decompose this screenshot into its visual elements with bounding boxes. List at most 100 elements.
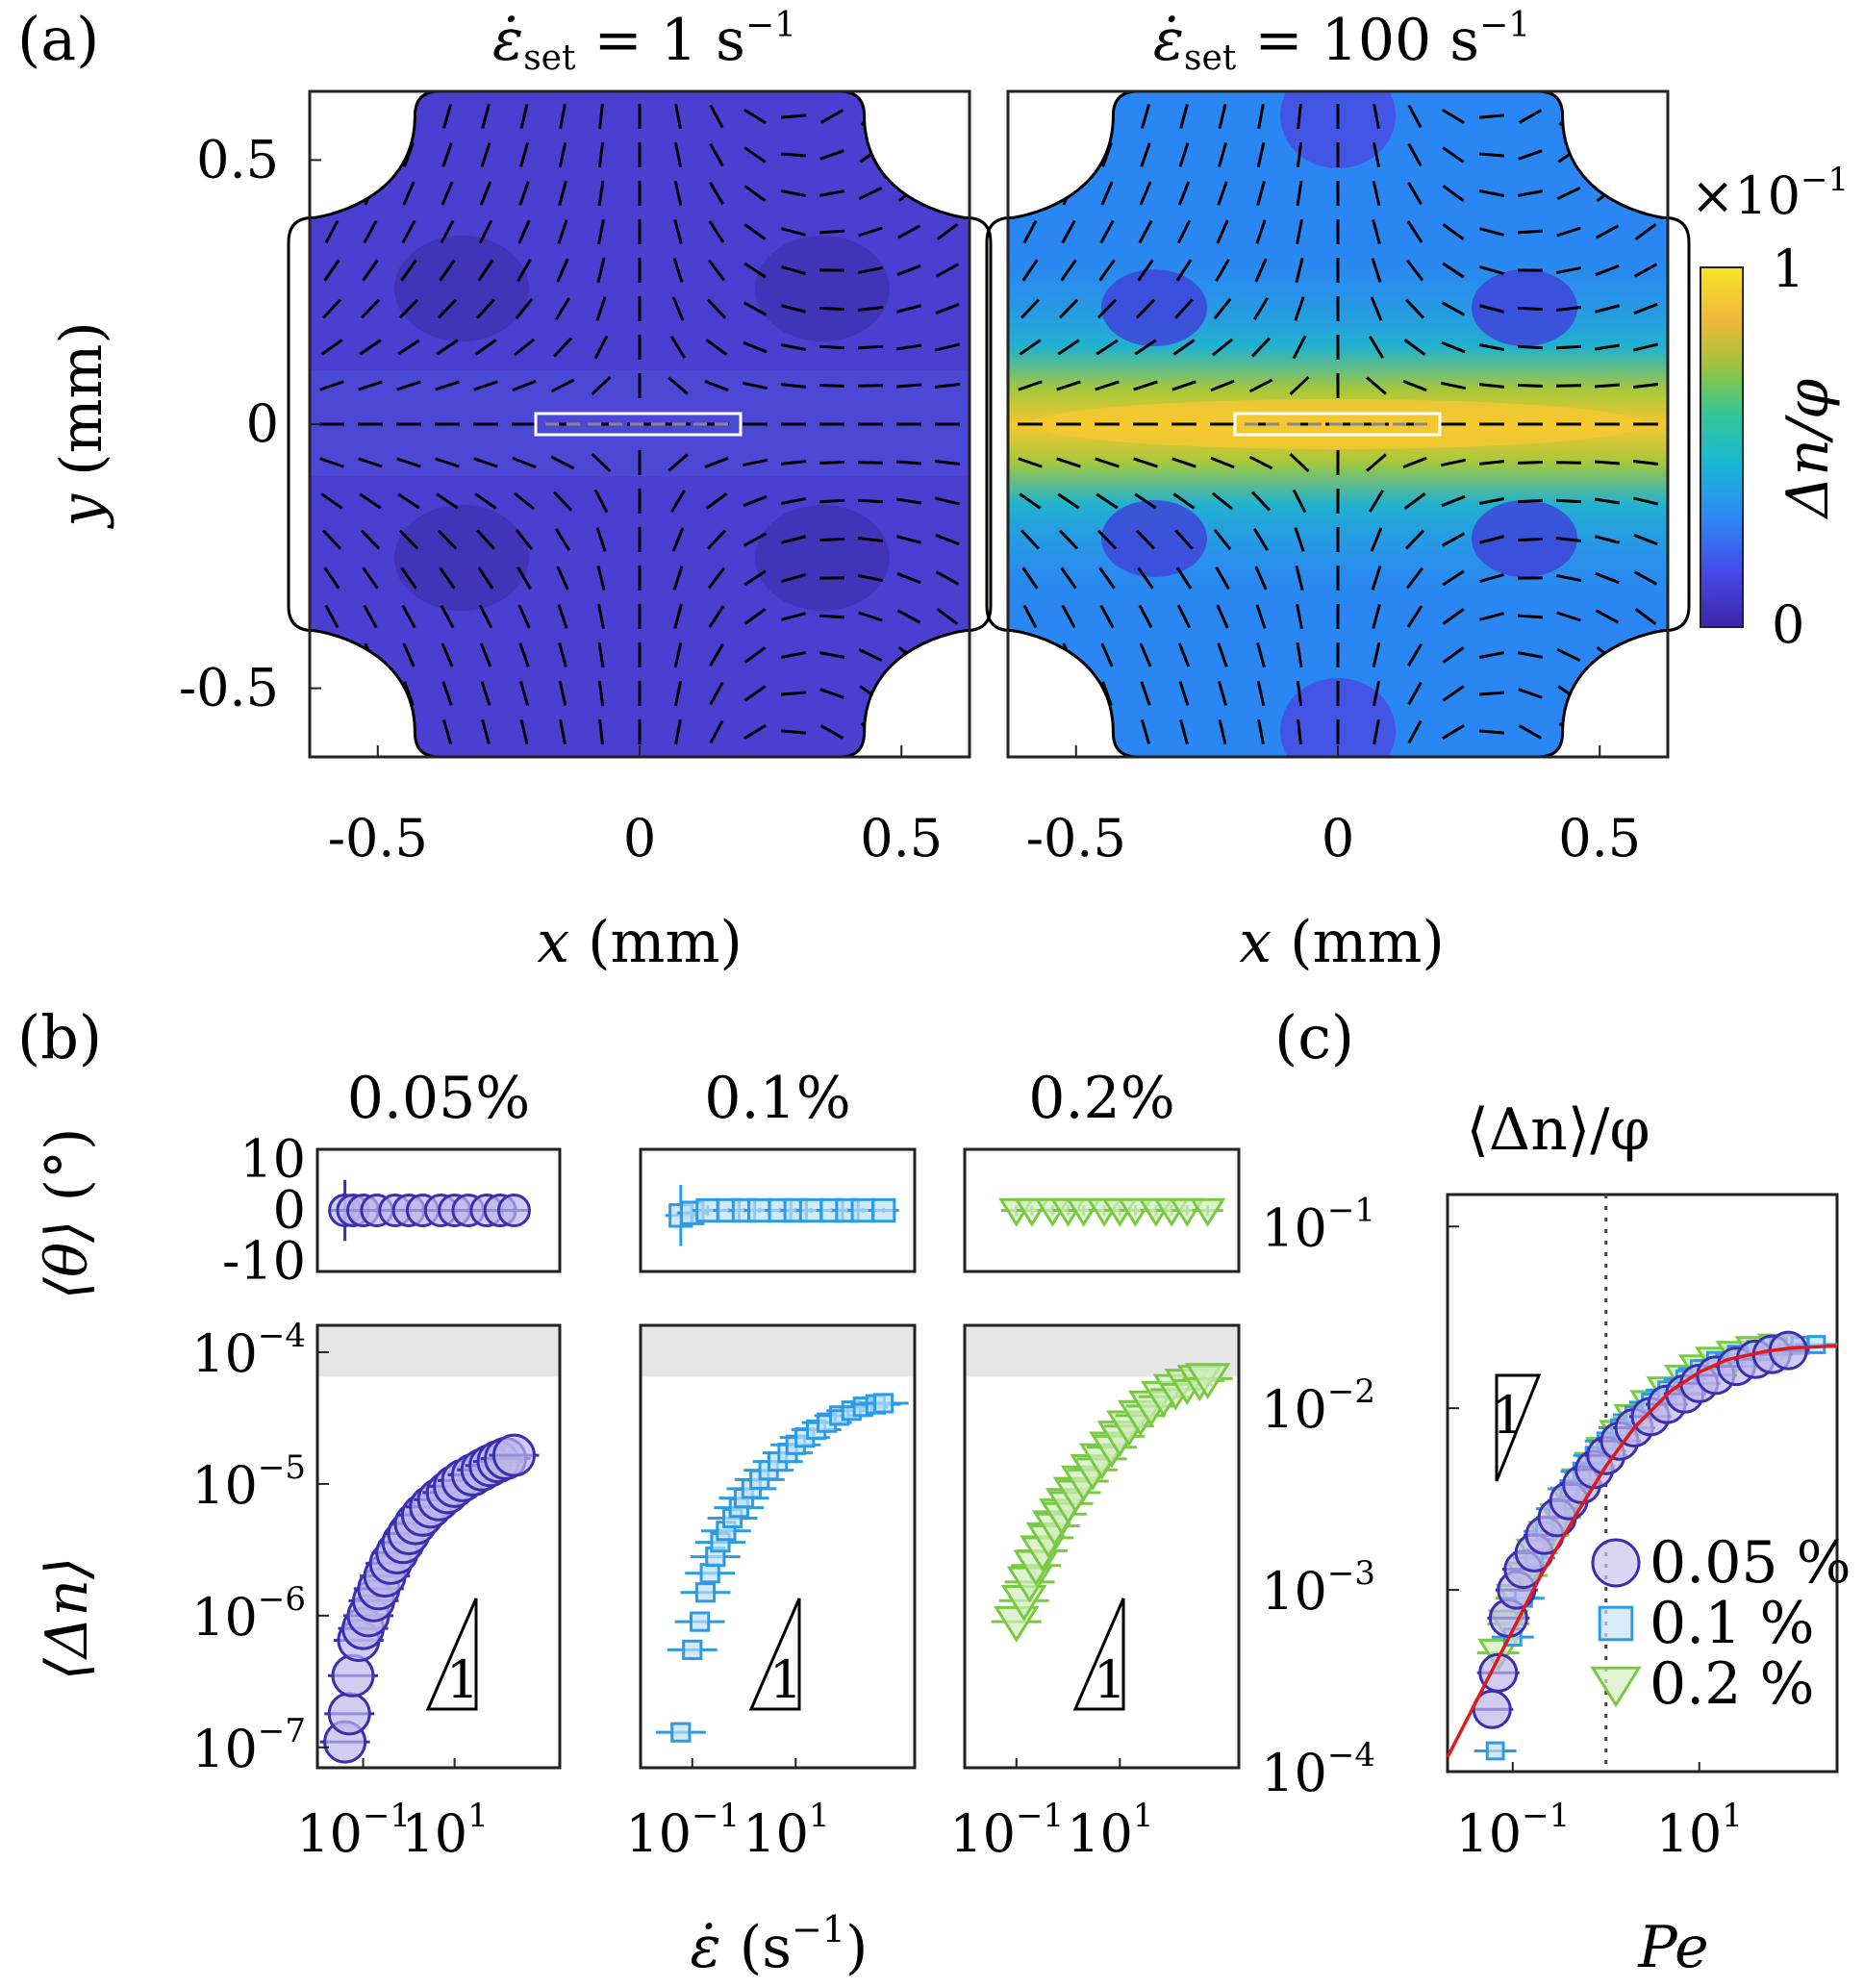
- director-mark: [1250, 491, 1272, 512]
- director-mark: [1517, 229, 1544, 235]
- director-mark: [397, 492, 420, 510]
- director-mark: [1369, 336, 1384, 359]
- director-mark: [1479, 612, 1504, 621]
- director-mark: [819, 189, 845, 197]
- director-mark: [1370, 296, 1383, 321]
- dn-axes-frame: [315, 1323, 562, 1770]
- director-mark: [554, 297, 571, 320]
- director-mark: [550, 455, 575, 470]
- data-point: [1590, 1666, 1642, 1708]
- xtick-label: 10−1: [949, 1797, 1064, 1864]
- dn-ytick-label: 10−4: [191, 1317, 306, 1384]
- xtick-label: -0.5: [1026, 808, 1126, 868]
- data-point: [496, 1194, 531, 1227]
- director-mark: [440, 219, 455, 244]
- director-mark: [1634, 223, 1657, 240]
- director-mark: [1517, 537, 1544, 542]
- director-mark: [1598, 105, 1617, 128]
- director-mark: [937, 183, 958, 204]
- director-mark: [1140, 681, 1151, 706]
- theta-ytick-label: -10: [222, 1230, 306, 1291]
- director-mark: [400, 259, 417, 282]
- director-mark: [558, 141, 567, 168]
- director-mark: [322, 529, 341, 550]
- director-mark: [439, 566, 456, 590]
- director-mark: [400, 566, 417, 590]
- director-mark: [819, 384, 845, 388]
- director-mark: [1405, 566, 1424, 590]
- colorbar-label: Δn/φ: [1775, 379, 1842, 519]
- director-mark: [1517, 189, 1544, 197]
- dn-ylabel: ⟨Δn⟩: [34, 1557, 101, 1681]
- director-mark: [363, 604, 378, 629]
- director-mark: [473, 380, 498, 391]
- director-mark: [1555, 537, 1582, 542]
- director-mark: [743, 723, 767, 741]
- director-mark: [435, 457, 460, 468]
- director-mark: [1637, 105, 1654, 128]
- director-mark: [1441, 532, 1466, 547]
- director-mark: [325, 181, 339, 206]
- director-mark: [322, 298, 341, 319]
- director-mark: [320, 492, 343, 510]
- director-mark: [1633, 570, 1658, 586]
- director-mark: [478, 604, 493, 629]
- director-mark: [593, 489, 609, 514]
- director-mark: [819, 229, 845, 235]
- director-mark: [1021, 259, 1039, 282]
- director-mark: [1295, 566, 1304, 591]
- director-mark: [1442, 146, 1465, 164]
- director-mark: [1296, 642, 1303, 668]
- director-mark: [1248, 378, 1273, 393]
- field-left-min-br: [755, 505, 890, 611]
- data-point: [1806, 1335, 1826, 1354]
- director-mark: [365, 142, 376, 167]
- director-mark: [1555, 498, 1582, 504]
- director-mark: [781, 265, 806, 275]
- director-mark: [1289, 375, 1310, 396]
- director-mark: [895, 460, 922, 466]
- xlabel-a-right: x (mm): [1239, 909, 1445, 976]
- director-mark: [705, 339, 728, 356]
- director-mark: [558, 181, 567, 206]
- director-mark: [1372, 141, 1381, 168]
- director-mark: [857, 498, 884, 504]
- director-mark: [512, 456, 537, 469]
- director-mark: [743, 262, 767, 279]
- director-mark: [709, 182, 724, 205]
- director-mark: [480, 142, 491, 167]
- director-mark: [441, 642, 454, 667]
- director-mark: [1634, 608, 1657, 625]
- director-mark: [559, 103, 567, 130]
- director-mark: [1058, 529, 1079, 550]
- director-mark: [437, 298, 458, 319]
- director-mark: [708, 605, 725, 628]
- svg-text:ε̇set = 1 s−1: ε̇set = 1 s−1: [492, 6, 796, 78]
- director-mark: [476, 298, 495, 319]
- director-mark: [1095, 380, 1120, 391]
- director-mark: [1177, 642, 1191, 667]
- director-mark: [1372, 642, 1381, 668]
- director-mark: [1373, 718, 1380, 745]
- director-mark: [402, 181, 416, 206]
- director-mark: [707, 566, 726, 590]
- director-mark: [1296, 141, 1303, 168]
- director-mark: [673, 141, 683, 168]
- director-mark: [401, 604, 416, 629]
- director-mark: [518, 181, 530, 206]
- colorbar-gradient: [1700, 266, 1744, 628]
- director-mark: [674, 718, 682, 745]
- director-mark: [519, 681, 529, 706]
- director-mark: [359, 339, 382, 356]
- director-mark: [709, 142, 724, 167]
- director-mark: [1057, 492, 1080, 510]
- director-mark: [1407, 104, 1423, 129]
- director-mark: [671, 527, 685, 552]
- ytick-label: -0.5: [179, 658, 279, 718]
- data-point: [327, 1692, 371, 1736]
- director-mark: [1177, 181, 1191, 206]
- director-mark: [481, 719, 491, 744]
- director-mark: [1133, 457, 1158, 468]
- director-mark: [1171, 457, 1196, 468]
